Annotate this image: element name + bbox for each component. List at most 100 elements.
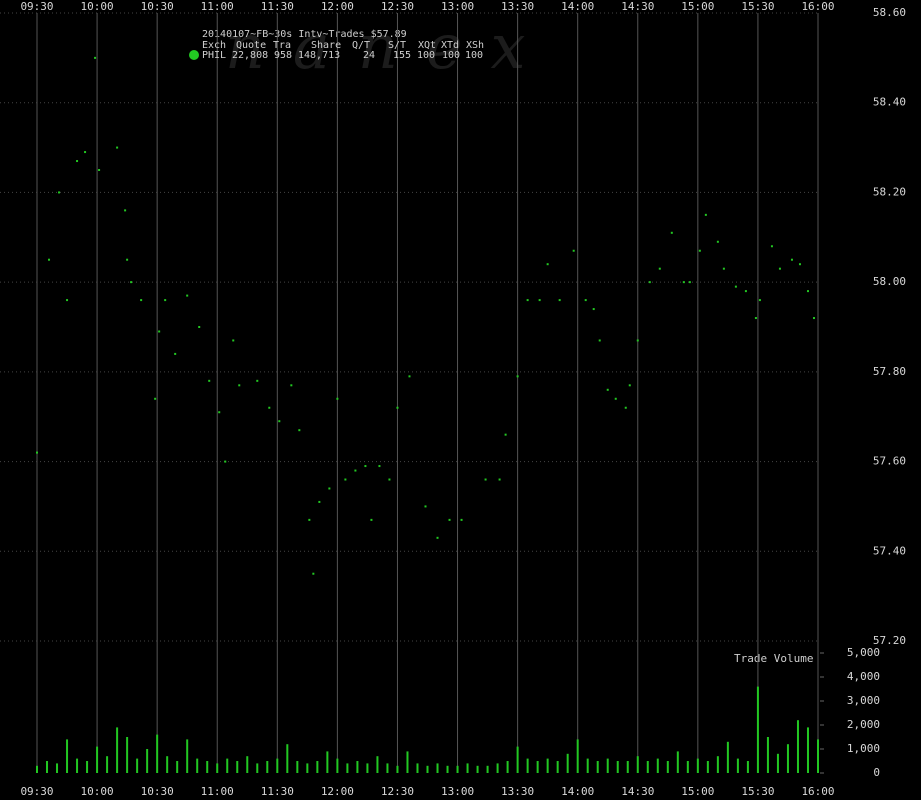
x-tick-label: 15:00 xyxy=(681,785,714,798)
volume-bar xyxy=(336,758,339,773)
trade-point xyxy=(648,281,651,284)
trade-point xyxy=(484,478,487,481)
volume-bar xyxy=(656,758,659,773)
trade-point xyxy=(58,191,61,194)
trade-point xyxy=(154,397,157,400)
y-tick-label: 57.80 xyxy=(873,365,906,378)
legend-column: Q/T xyxy=(352,40,370,51)
volume-bar xyxy=(246,756,249,773)
volume-bar xyxy=(256,763,259,773)
x-tick-label: 10:00 xyxy=(81,785,114,798)
volume-bar xyxy=(226,758,229,773)
x-tick-label: 16:00 xyxy=(801,0,834,13)
volume-bar xyxy=(416,763,419,773)
volume-bar xyxy=(176,761,179,773)
volume-bar xyxy=(426,765,429,773)
volume-bar xyxy=(76,758,79,773)
legend-column: XQt xyxy=(418,40,436,51)
trade-point xyxy=(290,384,293,387)
volume-bar xyxy=(716,756,719,773)
trade-point xyxy=(592,308,595,311)
y-tick-label: 57.60 xyxy=(873,455,906,468)
volume-bar xyxy=(676,751,679,773)
volume-bar xyxy=(706,761,709,773)
volume-bar xyxy=(476,765,479,773)
x-tick-label: 12:00 xyxy=(321,785,354,798)
volume-bar xyxy=(556,761,559,773)
x-tick-label: 15:30 xyxy=(741,785,774,798)
volume-tick-label: 3,000 xyxy=(847,694,880,707)
trade-point xyxy=(798,263,801,266)
volume-bar xyxy=(196,758,199,773)
volume-bar xyxy=(186,739,189,773)
x-tick-label: 10:30 xyxy=(141,0,174,13)
trade-point xyxy=(378,465,381,468)
trade-point xyxy=(460,518,463,521)
trade-point xyxy=(76,160,79,163)
trade-point xyxy=(98,169,101,171)
y-tick-label: 58.00 xyxy=(873,275,906,288)
volume-bar xyxy=(166,756,169,773)
volume-bar xyxy=(566,753,569,773)
trade-point xyxy=(606,388,609,391)
trade-point xyxy=(636,339,639,342)
chart-title: 20140107~FB~30s Intv~Trades $57.89 xyxy=(202,29,407,40)
volume-bar xyxy=(236,761,239,773)
volume-bar xyxy=(576,739,579,773)
volume-bar xyxy=(526,758,529,773)
trade-point xyxy=(344,478,347,481)
trade-point xyxy=(218,411,221,414)
trade-point xyxy=(278,420,281,423)
trade-point xyxy=(36,451,38,454)
trade-point xyxy=(308,518,311,521)
x-tick-label: 13:00 xyxy=(441,0,474,13)
volume-bar xyxy=(516,746,519,773)
x-tick-label: 11:30 xyxy=(261,0,294,13)
volume-bar xyxy=(766,737,769,773)
trade-point xyxy=(754,317,757,320)
trade-point xyxy=(158,330,161,333)
trade-point xyxy=(298,429,301,432)
volume-bar xyxy=(296,761,299,773)
trade-point xyxy=(770,245,773,248)
volume-bar xyxy=(146,749,149,773)
trade-point xyxy=(238,384,241,387)
trade-point xyxy=(48,258,51,261)
y-tick-label: 58.20 xyxy=(873,185,906,198)
trade-point xyxy=(670,231,673,234)
volume-bar xyxy=(376,756,379,773)
trade-point xyxy=(704,213,707,216)
volume-bar xyxy=(96,746,99,773)
trade-point xyxy=(66,299,69,302)
x-tick-label: 13:30 xyxy=(501,0,534,13)
trade-point xyxy=(186,294,189,297)
trade-point xyxy=(790,258,793,261)
trade-point xyxy=(364,465,367,468)
legend-value: 22,808 xyxy=(232,50,268,61)
trade-point xyxy=(526,299,529,302)
volume-bar xyxy=(756,686,759,773)
legend-column: XTd xyxy=(441,40,459,51)
legend-value: 100 xyxy=(465,50,483,61)
volume-bar xyxy=(36,765,38,773)
trade-point xyxy=(516,375,519,378)
trade-point xyxy=(174,352,177,355)
x-tick-label: 14:00 xyxy=(561,0,594,13)
trade-point xyxy=(744,290,747,293)
trade-point xyxy=(318,500,321,503)
volume-bar xyxy=(286,744,289,773)
volume-bar xyxy=(496,763,499,773)
x-tick-label: 14:30 xyxy=(621,0,654,13)
trade-point xyxy=(584,299,587,302)
x-tick-label: 16:00 xyxy=(801,785,834,798)
x-tick-label: 11:30 xyxy=(261,785,294,798)
trade-point xyxy=(688,281,691,284)
x-tick-label: 14:30 xyxy=(621,785,654,798)
volume-bar xyxy=(646,761,649,773)
legend-marker xyxy=(189,50,199,60)
x-tick-label: 15:30 xyxy=(741,0,774,13)
trade-point xyxy=(658,267,661,270)
volume-bar xyxy=(356,761,359,773)
volume-bar xyxy=(786,744,789,773)
